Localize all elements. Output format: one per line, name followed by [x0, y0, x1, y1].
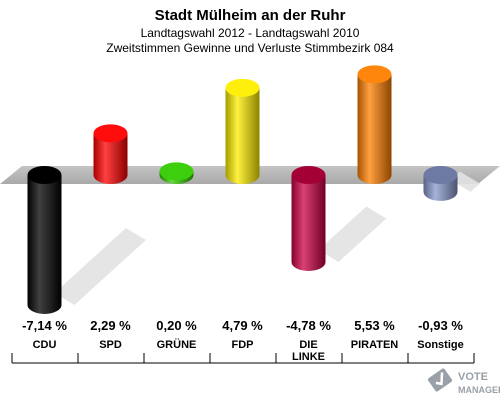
- bar-sonstige: [423, 166, 458, 201]
- category-label: PIRATEN: [351, 339, 399, 351]
- bar-die: [291, 166, 326, 271]
- category-label: CDU: [33, 339, 57, 351]
- bar-body: [291, 175, 326, 271]
- bar-cdu: [27, 166, 62, 314]
- bar-body: [27, 175, 62, 314]
- bar-cap: [291, 166, 326, 184]
- bar-piraten: [357, 65, 392, 184]
- category-label: DIE: [299, 339, 317, 351]
- value-label: 0,20 %: [156, 318, 197, 333]
- bar-shadow: [318, 206, 387, 262]
- chart-subtitle-1: Landtagswahl 2012 - Landtagswahl 2010: [141, 26, 360, 40]
- bar-body: [225, 87, 260, 184]
- bar-cap: [357, 65, 392, 84]
- bar-shadow: [450, 171, 480, 192]
- bar-grüne: [159, 162, 194, 184]
- chart-subtitle-2: Zweitstimmen Gewinne und Verluste Stimmb…: [106, 41, 394, 55]
- bar-cap: [225, 78, 260, 97]
- logo-line-1: VOTE: [458, 371, 488, 383]
- value-label: 2,29 %: [90, 318, 131, 333]
- bar-shadow: [54, 227, 146, 305]
- category-label: GRÜNE: [157, 338, 197, 351]
- bar-fdp: [225, 78, 260, 184]
- logo-line-2: MANAGER: [458, 385, 500, 395]
- category-label: SPD: [99, 339, 122, 351]
- bar-cap: [159, 162, 194, 181]
- bar-cap: [27, 166, 62, 184]
- chart-title: Stadt Mülheim an der Ruhr: [155, 7, 346, 24]
- value-label: 4,79 %: [222, 318, 263, 333]
- value-labels: -7,14 % 2,29 % 0,20 % 4,79 % -4,78 % 5,53 % -0…: [22, 318, 463, 333]
- bar-body: [93, 133, 128, 184]
- vote-manager-logo: VOTE MANAGER: [428, 368, 500, 395]
- bar-spd: [93, 124, 128, 184]
- bars: [27, 65, 458, 314]
- bar-cap: [93, 124, 128, 143]
- bar-cap: [423, 166, 458, 184]
- value-label: -0,93 %: [418, 318, 463, 333]
- category-label: FDP: [232, 339, 254, 351]
- bar-body: [357, 74, 392, 184]
- value-label: -4,78 %: [286, 318, 331, 333]
- bar-shadows: [54, 171, 480, 305]
- value-label: -7,14 %: [22, 318, 67, 333]
- value-label: 5,53 %: [354, 318, 395, 333]
- category-label: Sonstige: [417, 339, 463, 351]
- category-label-line-2: LINKE: [292, 351, 325, 363]
